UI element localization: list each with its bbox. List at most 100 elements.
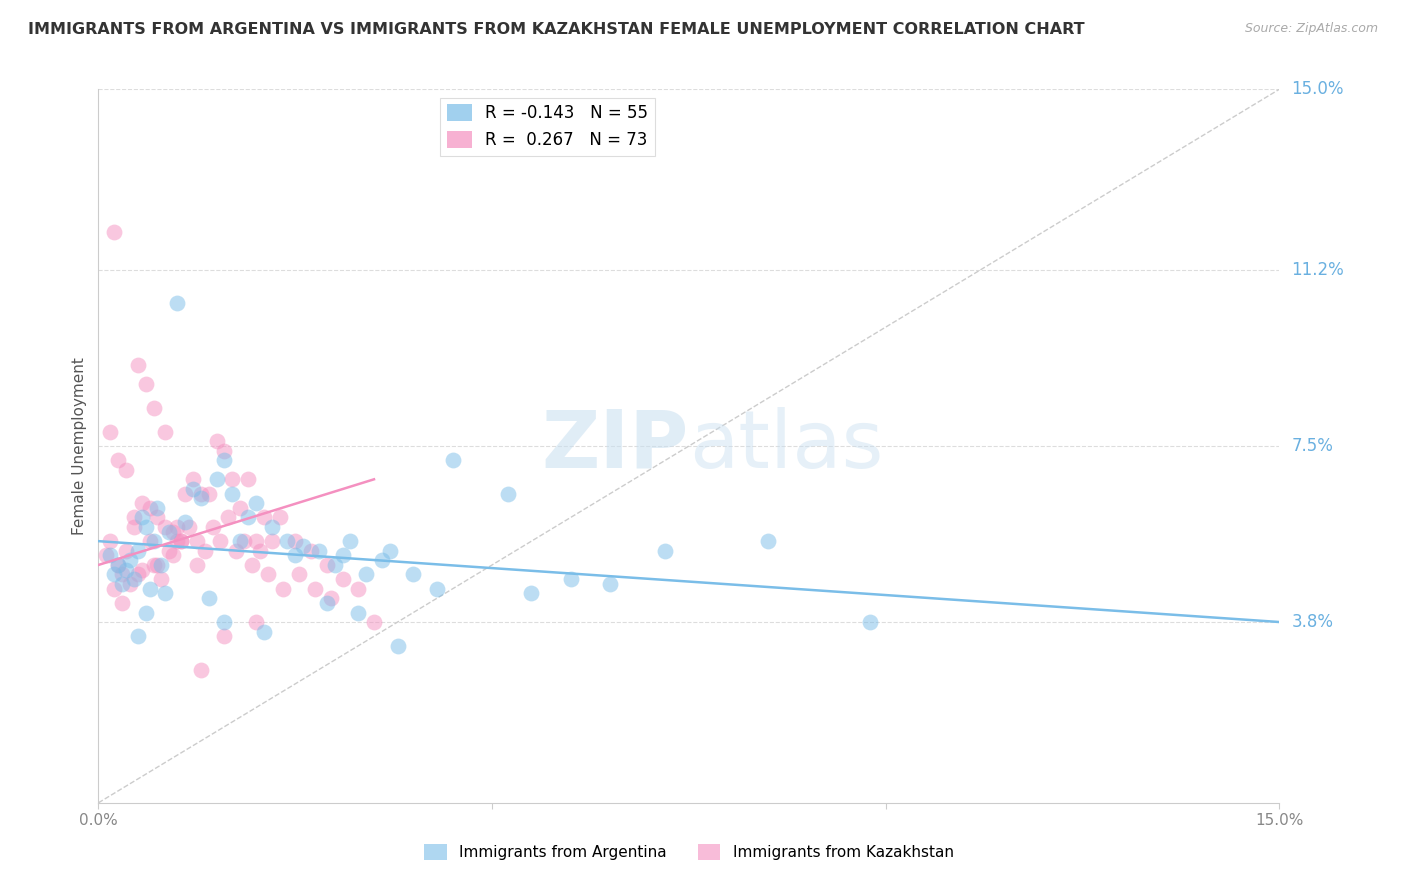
Point — [122, 572, 145, 586]
Text: 15.0%: 15.0% — [1291, 80, 1344, 98]
Point — [214, 443, 236, 458]
Point — [103, 582, 125, 596]
Point — [260, 520, 283, 534]
Point — [347, 606, 370, 620]
Point — [103, 567, 125, 582]
Point — [221, 486, 243, 500]
Point — [315, 596, 337, 610]
Point — [378, 543, 401, 558]
Point — [96, 549, 118, 563]
Point — [229, 534, 252, 549]
Point — [496, 486, 519, 500]
Point — [319, 591, 342, 606]
Point — [138, 500, 160, 515]
Point — [170, 534, 193, 549]
Point — [190, 663, 212, 677]
Text: Source: ZipAtlas.com: Source: ZipAtlas.com — [1244, 22, 1378, 36]
Point — [197, 486, 219, 500]
Point — [186, 558, 208, 572]
Point — [245, 534, 267, 549]
Point — [122, 510, 145, 524]
Point — [339, 534, 361, 549]
Point — [127, 543, 149, 558]
Point — [186, 534, 208, 549]
Text: 3.8%: 3.8% — [1291, 613, 1333, 631]
Point — [131, 563, 153, 577]
Point — [118, 577, 141, 591]
Point — [323, 558, 346, 572]
Point — [859, 615, 882, 629]
Point — [115, 563, 138, 577]
Point — [166, 520, 188, 534]
Point — [205, 434, 228, 449]
Point — [214, 629, 236, 643]
Point — [157, 524, 180, 539]
Point — [115, 543, 138, 558]
Text: 11.2%: 11.2% — [1291, 261, 1344, 279]
Point — [150, 572, 173, 586]
Point — [142, 401, 165, 415]
Point — [162, 549, 184, 563]
Point — [157, 543, 180, 558]
Point — [111, 577, 134, 591]
Point — [190, 486, 212, 500]
Point — [387, 639, 409, 653]
Point — [560, 572, 582, 586]
Point — [127, 358, 149, 372]
Point — [181, 482, 204, 496]
Point — [756, 534, 779, 549]
Point — [150, 558, 173, 572]
Y-axis label: Female Unemployment: Female Unemployment — [72, 357, 87, 535]
Point — [142, 534, 165, 549]
Point — [135, 520, 157, 534]
Point — [138, 534, 160, 549]
Point — [292, 539, 315, 553]
Point — [103, 225, 125, 239]
Point — [402, 567, 425, 582]
Point — [111, 567, 134, 582]
Text: ZIP: ZIP — [541, 407, 689, 485]
Point — [194, 543, 217, 558]
Point — [284, 549, 307, 563]
Point — [98, 549, 121, 563]
Point — [256, 567, 278, 582]
Point — [354, 567, 377, 582]
Point — [299, 543, 322, 558]
Point — [209, 534, 232, 549]
Point — [260, 534, 283, 549]
Point — [107, 558, 129, 572]
Point — [371, 553, 394, 567]
Point — [138, 582, 160, 596]
Point — [273, 582, 295, 596]
Point — [214, 615, 236, 629]
Text: IMMIGRANTS FROM ARGENTINA VS IMMIGRANTS FROM KAZAKHSTAN FEMALE UNEMPLOYMENT CORR: IMMIGRANTS FROM ARGENTINA VS IMMIGRANTS … — [28, 22, 1085, 37]
Point — [441, 453, 464, 467]
Point — [118, 553, 141, 567]
Point — [347, 582, 370, 596]
Point — [284, 534, 307, 549]
Point — [253, 510, 276, 524]
Point — [122, 520, 145, 534]
Point — [98, 534, 121, 549]
Point — [217, 510, 239, 524]
Point — [332, 572, 354, 586]
Point — [146, 510, 169, 524]
Point — [308, 543, 330, 558]
Point — [190, 491, 212, 506]
Point — [166, 534, 188, 549]
Point — [225, 543, 247, 558]
Point — [181, 472, 204, 486]
Point — [162, 524, 184, 539]
Point — [221, 472, 243, 486]
Point — [131, 510, 153, 524]
Point — [142, 558, 165, 572]
Point — [155, 425, 177, 439]
Point — [245, 496, 267, 510]
Point — [174, 515, 197, 529]
Point — [363, 615, 385, 629]
Point — [131, 496, 153, 510]
Text: atlas: atlas — [689, 407, 883, 485]
Point — [135, 606, 157, 620]
Point — [205, 472, 228, 486]
Point — [236, 472, 259, 486]
